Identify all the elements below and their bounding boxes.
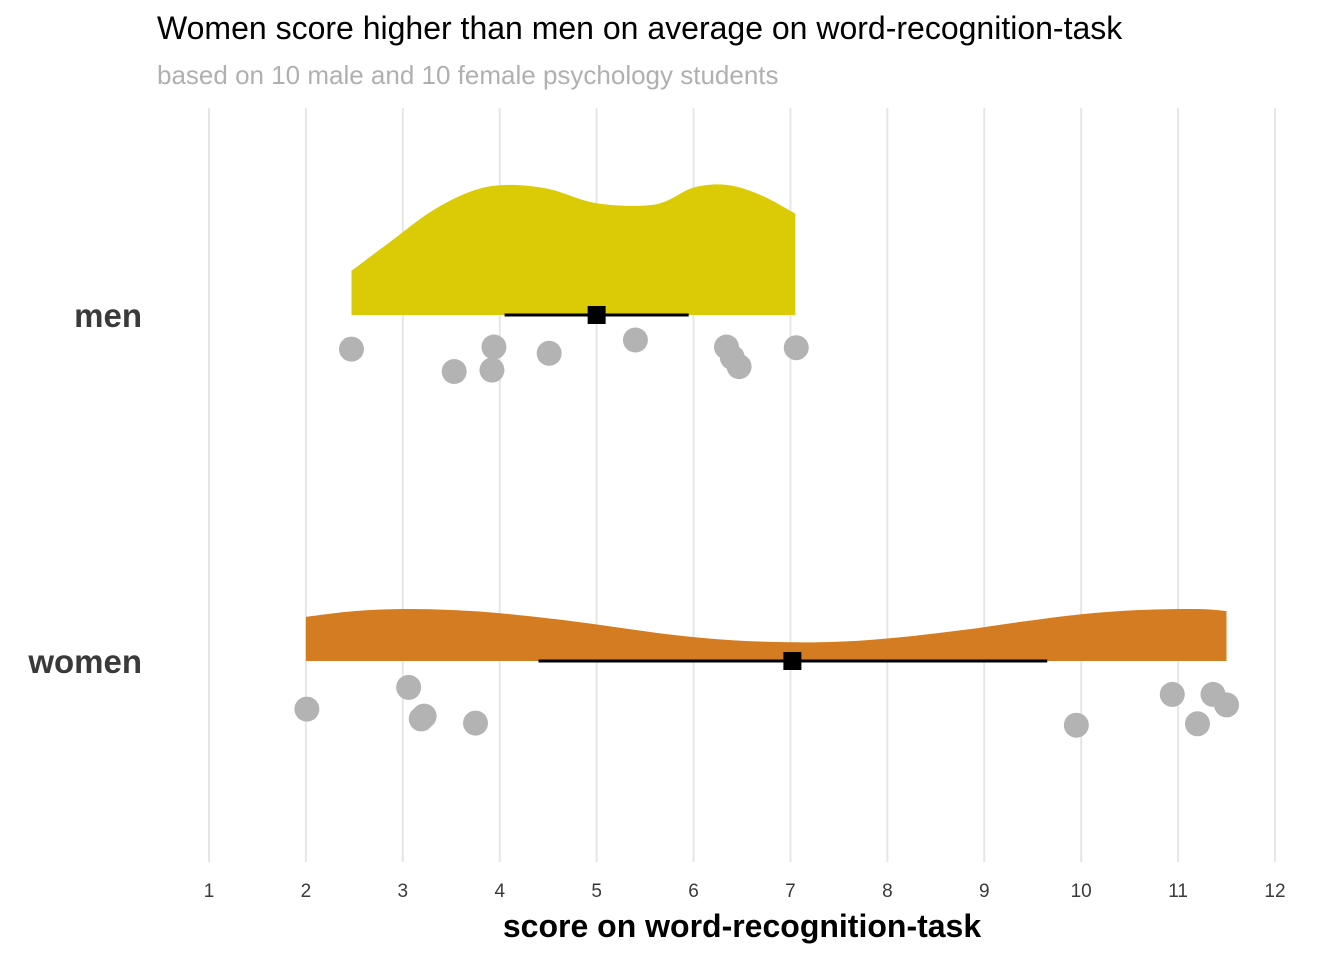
data-point-women (1063, 712, 1089, 738)
x-tick-label-7: 7 (785, 881, 796, 902)
mean-intervals (504, 306, 1048, 670)
x-tick-label-9: 9 (979, 881, 990, 902)
data-point-women (1159, 681, 1185, 707)
data-point-women (396, 674, 422, 700)
data-point-men (481, 334, 507, 360)
raw-data-points (294, 327, 1240, 738)
x-tick-label-8: 8 (882, 881, 893, 902)
x-tick-label-1: 1 (204, 881, 215, 902)
x-tick-label-11: 11 (1168, 881, 1188, 902)
x-axis-label: score on word-recognition-task (503, 908, 981, 944)
data-point-men (622, 327, 648, 353)
x-tick-label-6: 6 (688, 881, 699, 902)
mean-marker-men (587, 306, 606, 324)
x-tick-label-10: 10 (1071, 881, 1092, 902)
data-point-men (441, 359, 467, 384)
y-axis-categories: men women (27, 297, 142, 680)
x-tick-label-5: 5 (591, 881, 602, 902)
chart-title: Women score higher than men on average o… (157, 10, 1123, 46)
data-point-women (294, 696, 320, 722)
chart-subtitle: based on 10 male and 10 female psycholog… (157, 60, 779, 90)
density-cloud-men (351, 184, 796, 315)
x-tick-label-3: 3 (398, 881, 409, 902)
density-cloud-women (305, 608, 1227, 661)
data-point-men (536, 340, 562, 366)
x-tick-label-4: 4 (494, 881, 505, 902)
x-tick-label-12: 12 (1264, 881, 1285, 902)
data-point-women (463, 710, 488, 736)
data-point-men (783, 335, 809, 361)
density-clouds (305, 184, 1227, 661)
data-point-women (1184, 711, 1210, 737)
data-point-men (479, 357, 505, 383)
data-point-women (411, 703, 437, 729)
data-point-women (1214, 692, 1240, 718)
mean-marker-women (783, 652, 802, 670)
data-point-men (726, 354, 752, 380)
x-tick-label-2: 2 (301, 881, 312, 902)
x-axis: 1 2 3 4 5 6 7 8 9 10 11 12 (204, 881, 1286, 902)
data-point-men (338, 336, 364, 362)
category-label-women: women (27, 643, 142, 680)
category-label-men: men (74, 297, 142, 334)
